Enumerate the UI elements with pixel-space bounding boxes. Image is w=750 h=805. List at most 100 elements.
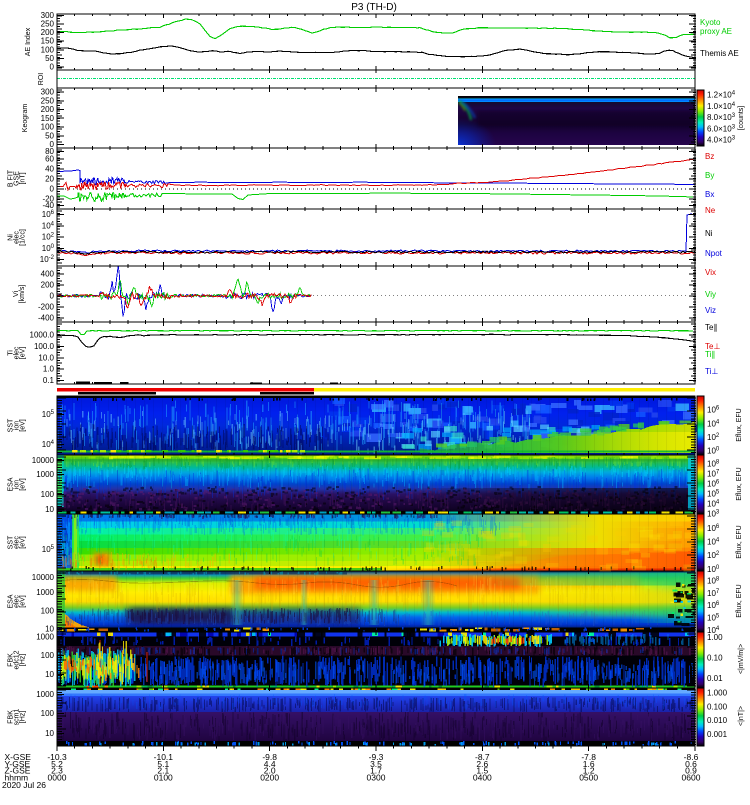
svg-text:-9.3: -9.3 — [369, 752, 384, 762]
svg-text:103: 103 — [707, 510, 720, 519]
svg-text:5.2: 5.2 — [51, 759, 63, 769]
svg-text:150: 150 — [41, 37, 55, 46]
svg-text:-40: -40 — [42, 201, 54, 210]
svg-text:ESA: ESA — [7, 477, 14, 491]
svg-text:Eflux, EFU: Eflux, EFU — [736, 408, 743, 441]
svg-text:Vix: Vix — [705, 268, 716, 277]
svg-text:Z-GSE: Z-GSE — [5, 766, 31, 776]
svg-text:6.0×103: 6.0×103 — [707, 124, 736, 133]
svg-text:200: 200 — [41, 28, 55, 37]
svg-text:[eV]: [eV] — [20, 595, 27, 608]
svg-text:-8.6: -8.6 — [684, 752, 699, 762]
svg-text:200: 200 — [41, 105, 55, 114]
svg-text:0100: 0100 — [154, 772, 173, 782]
svg-text:Kyoto: Kyoto — [700, 18, 721, 27]
svg-text:10: 10 — [45, 505, 54, 514]
svg-text:5.1: 5.1 — [157, 759, 169, 769]
svg-text:scm1: scm1 — [14, 709, 21, 726]
svg-text:107: 107 — [707, 589, 720, 598]
svg-text:Ti: Ti — [7, 350, 14, 356]
svg-text:0: 0 — [50, 63, 55, 72]
svg-text:250: 250 — [41, 20, 55, 29]
svg-text:100.0: 100.0 — [34, 342, 55, 351]
svg-text:-8.7: -8.7 — [475, 752, 490, 762]
svg-text:1000: 1000 — [36, 470, 54, 479]
svg-text:Te∥: Te∥ — [705, 323, 717, 332]
svg-text:ion: ion — [14, 421, 21, 430]
svg-text:FBK: FBK — [7, 653, 14, 667]
svg-text:2.0: 2.0 — [264, 766, 276, 776]
svg-text:1000: 1000 — [36, 690, 54, 699]
svg-text:ESA: ESA — [7, 594, 14, 608]
svg-text:1.00: 1.00 — [707, 633, 723, 642]
svg-text:40: 40 — [45, 165, 54, 174]
svg-text:100: 100 — [41, 123, 55, 132]
svg-text:104: 104 — [707, 500, 720, 509]
svg-text:300: 300 — [41, 11, 55, 20]
svg-text:100: 100 — [41, 651, 55, 660]
svg-text:3.5: 3.5 — [370, 759, 382, 769]
svg-text:[nT]: [nT] — [20, 172, 27, 184]
svg-text:X-GSE: X-GSE — [5, 752, 32, 762]
svg-text:1000: 1000 — [36, 588, 54, 597]
svg-text:Ni: Ni — [7, 234, 14, 241]
svg-text:2.1: 2.1 — [157, 766, 169, 776]
svg-text:10000: 10000 — [32, 573, 55, 582]
svg-text:Npot: Npot — [705, 249, 723, 258]
svg-text:200: 200 — [41, 280, 55, 289]
svg-text:1.0: 1.0 — [43, 365, 55, 374]
svg-text:Ne: Ne — [705, 206, 716, 215]
svg-text:0600: 0600 — [682, 772, 701, 782]
svg-text:10000: 10000 — [32, 456, 55, 465]
svg-text:elec: elec — [14, 346, 21, 359]
svg-text:0.001: 0.001 — [707, 730, 728, 739]
svg-text:60: 60 — [45, 155, 54, 164]
svg-text:<|mV/m|>: <|mV/m|> — [738, 644, 745, 674]
svg-text:104: 104 — [707, 419, 720, 428]
svg-text:105: 105 — [42, 545, 55, 554]
svg-text:10: 10 — [45, 670, 54, 679]
svg-text:104: 104 — [707, 538, 720, 547]
svg-text:elec: elec — [14, 536, 21, 549]
svg-text:-10.1: -10.1 — [154, 752, 174, 762]
svg-text:0.010: 0.010 — [707, 716, 728, 725]
svg-text:250: 250 — [41, 96, 55, 105]
svg-text:[km/s]: [km/s] — [19, 285, 26, 304]
svg-text:2.3: 2.3 — [51, 766, 63, 776]
svg-text:106: 106 — [707, 406, 720, 415]
svg-text:Ni: Ni — [705, 229, 713, 238]
svg-text:4.4: 4.4 — [264, 759, 276, 769]
svg-text:Eflux, EFU: Eflux, EFU — [736, 584, 743, 617]
svg-text:1000: 1000 — [36, 633, 54, 642]
svg-text:Eflux, EFU: Eflux, EFU — [736, 467, 743, 500]
svg-text:Vi: Vi — [13, 291, 20, 298]
svg-text:104: 104 — [42, 221, 55, 230]
svg-text:GSE: GSE — [14, 171, 21, 186]
svg-text:0.9: 0.9 — [685, 766, 697, 776]
svg-text:1.2×104: 1.2×104 — [707, 91, 736, 100]
svg-text:50: 50 — [45, 131, 54, 140]
svg-text:edc12: edc12 — [14, 650, 21, 669]
svg-text:-9.8: -9.8 — [262, 752, 277, 762]
svg-text:150: 150 — [41, 114, 55, 123]
svg-text:[eV]: [eV] — [20, 536, 27, 549]
svg-text:[Hz]: [Hz] — [20, 654, 27, 667]
svg-text:[1/cc]: [1/cc] — [20, 229, 27, 246]
svg-text:0500: 0500 — [579, 772, 598, 782]
svg-text:100: 100 — [41, 607, 55, 616]
svg-text:Themis AE: Themis AE — [700, 49, 739, 58]
svg-text:P3 (TH-D): P3 (TH-D) — [351, 2, 397, 13]
svg-text:ROI: ROI — [38, 73, 45, 86]
svg-text:10: 10 — [45, 729, 54, 738]
svg-text:1.0×104: 1.0×104 — [707, 102, 736, 111]
svg-text:108: 108 — [707, 460, 720, 469]
svg-text:106: 106 — [707, 524, 720, 533]
svg-text:FBK: FBK — [7, 710, 14, 724]
svg-text:1.2: 1.2 — [583, 766, 595, 776]
svg-text:80: 80 — [45, 147, 54, 156]
svg-text:0200: 0200 — [260, 772, 279, 782]
svg-text:1000.0: 1000.0 — [30, 331, 55, 340]
svg-text:8.0×103: 8.0×103 — [707, 113, 736, 122]
svg-text:-10.3: -10.3 — [47, 752, 67, 762]
svg-text:100: 100 — [707, 565, 720, 574]
